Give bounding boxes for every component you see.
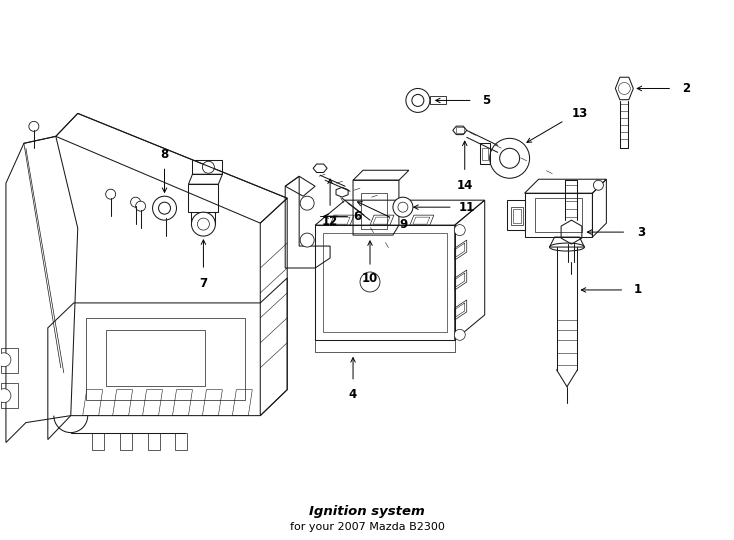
Circle shape [618, 83, 631, 94]
Text: 5: 5 [482, 94, 490, 107]
Circle shape [454, 329, 465, 340]
Circle shape [360, 272, 380, 292]
Circle shape [393, 197, 413, 217]
Circle shape [29, 122, 39, 131]
Circle shape [106, 189, 116, 199]
Text: 10: 10 [362, 273, 378, 286]
Circle shape [412, 94, 424, 106]
Text: 11: 11 [459, 201, 475, 214]
Text: 9: 9 [400, 218, 408, 231]
Circle shape [300, 233, 314, 247]
Circle shape [300, 196, 314, 210]
Circle shape [192, 212, 215, 236]
Circle shape [197, 218, 209, 230]
Circle shape [203, 161, 214, 173]
Text: 7: 7 [200, 278, 208, 291]
Text: 13: 13 [571, 107, 588, 120]
Text: 2: 2 [682, 82, 690, 95]
Circle shape [153, 196, 176, 220]
Text: 6: 6 [353, 210, 361, 222]
Text: 3: 3 [637, 226, 645, 239]
Circle shape [406, 89, 430, 112]
Circle shape [159, 202, 170, 214]
Circle shape [131, 197, 141, 207]
Circle shape [0, 353, 11, 367]
Text: for your 2007 Mazda B2300: for your 2007 Mazda B2300 [289, 522, 445, 532]
Text: Ignition system: Ignition system [309, 505, 425, 518]
Text: 8: 8 [161, 148, 169, 161]
Text: 14: 14 [457, 179, 473, 192]
Circle shape [593, 180, 603, 190]
Circle shape [490, 138, 529, 178]
Circle shape [500, 148, 520, 168]
Circle shape [136, 201, 145, 211]
Text: 4: 4 [349, 388, 357, 401]
Circle shape [0, 389, 11, 403]
Circle shape [454, 225, 465, 235]
Circle shape [398, 202, 408, 212]
Circle shape [161, 209, 170, 219]
Text: 1: 1 [633, 284, 642, 296]
Text: 12: 12 [322, 214, 338, 228]
